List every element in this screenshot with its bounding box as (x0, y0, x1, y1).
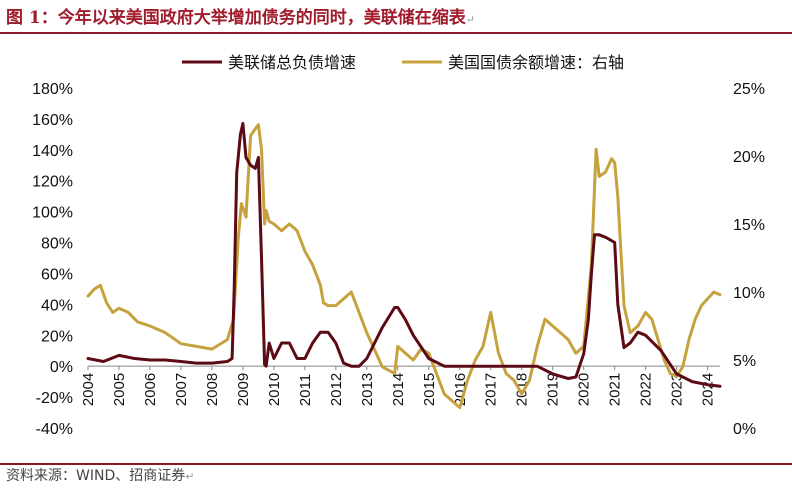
left-tick-label: 20% (41, 328, 73, 345)
series-layer (88, 124, 720, 408)
x-tick-label: 2022 (638, 373, 655, 406)
left-tick-label: 40% (41, 297, 73, 314)
x-tick-label: 2018 (514, 373, 531, 406)
left-tick-label: 80% (41, 236, 73, 253)
left-tick-label: 0% (50, 359, 73, 376)
source-text: 资料来源：WIND、招商证券 (6, 468, 185, 484)
left-y-axis: 180% 160% 140% 120% 100% 80% 60% 40% 20% 0% -20% -4… (32, 81, 73, 438)
x-tick-label: 2014 (390, 373, 407, 406)
right-tick-label: 15% (733, 217, 765, 234)
fed-balance-sheet-growth-line (88, 124, 720, 387)
legend-treasury-label: 美国国债余额增速：右轴 (448, 53, 624, 72)
x-tick-label: 2017 (483, 373, 500, 406)
left-tick-label: 60% (41, 266, 73, 283)
chart-legend: 美联储总负债增速 美国国债余额增速：右轴 (182, 53, 624, 72)
legend-fed-label: 美联储总负债增速 (228, 53, 356, 72)
x-tick-label: 2024 (700, 373, 717, 406)
right-tick-label: 20% (733, 149, 765, 166)
x-tick-label: 2005 (111, 373, 128, 406)
left-tick-label: 100% (32, 205, 73, 222)
x-tick-label: 2010 (266, 373, 283, 406)
left-tick-label: 180% (32, 81, 73, 98)
chart-area: 美联储总负债增速 美国国债余额增速：右轴 180% 160% 140% 120% 100… (0, 0, 792, 489)
footer-divider (0, 463, 792, 465)
treasury-debt-growth-line (88, 125, 720, 408)
x-tick-label: 2011 (297, 374, 314, 406)
x-tick-label: 2021 (607, 373, 624, 406)
x-tick-label: 2009 (235, 373, 252, 406)
right-tick-label: 10% (733, 285, 765, 302)
source-return-mark: ↵ (185, 470, 194, 483)
x-tick-label: 2020 (576, 373, 593, 406)
right-tick-label: 25% (733, 81, 765, 98)
left-tick-label: 120% (32, 174, 73, 191)
right-tick-label: 0% (733, 421, 756, 438)
right-y-axis: 25% 20% 15% 10% 5% 0% (733, 81, 765, 438)
left-tick-label: 140% (32, 143, 73, 160)
x-tick-label: 2004 (80, 373, 97, 406)
x-tick-label: 2012 (328, 373, 345, 406)
left-tick-label: 160% (32, 112, 73, 129)
x-tick-label: 2019 (545, 373, 562, 406)
x-tick-label: 2007 (173, 373, 190, 406)
source-note: 资料来源：WIND、招商证券↵ (6, 466, 194, 487)
x-tick-label: 2013 (359, 373, 376, 406)
x-axis: 2004 2005 2006 2007 2008 2009 2010 2011 2012 2013… (80, 366, 720, 406)
right-tick-label: 5% (733, 353, 756, 370)
left-tick-label: -20% (36, 390, 73, 407)
x-tick-label: 2015 (421, 373, 438, 406)
left-tick-label: -40% (36, 421, 73, 438)
x-tick-label: 2008 (204, 373, 221, 406)
x-tick-label: 2006 (142, 373, 159, 406)
